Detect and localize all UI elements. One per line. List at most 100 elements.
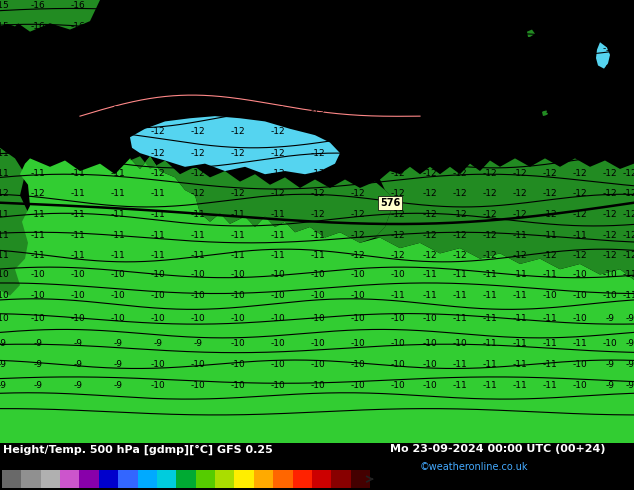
Text: -21: -21 <box>311 1 325 10</box>
Text: -12: -12 <box>151 127 165 137</box>
Text: -13: -13 <box>623 86 634 95</box>
Text: -11: -11 <box>482 315 498 323</box>
Text: -20: -20 <box>391 1 405 10</box>
Text: -12: -12 <box>623 169 634 178</box>
Text: -12: -12 <box>391 189 405 198</box>
Text: -11: -11 <box>70 231 86 240</box>
Text: -13: -13 <box>351 106 365 115</box>
Text: -12: -12 <box>111 106 126 115</box>
Text: -11: -11 <box>513 315 527 323</box>
Text: -10: -10 <box>423 339 437 347</box>
Text: -12: -12 <box>133 489 143 490</box>
Text: -12: -12 <box>453 251 467 260</box>
Text: -12: -12 <box>543 189 557 198</box>
Text: -13: -13 <box>513 106 527 115</box>
Text: -12: -12 <box>151 148 165 158</box>
Bar <box>157 470 176 488</box>
Text: -14: -14 <box>573 65 587 74</box>
Bar <box>351 470 370 488</box>
Text: -10: -10 <box>110 315 126 323</box>
Text: -12: -12 <box>573 210 587 219</box>
Text: -15: -15 <box>70 44 86 53</box>
Text: -10: -10 <box>231 381 245 390</box>
Text: -9: -9 <box>153 339 162 347</box>
Text: -10: -10 <box>70 291 86 300</box>
Text: -18: -18 <box>453 22 467 31</box>
Text: -11: -11 <box>231 251 245 260</box>
Text: -12: -12 <box>351 189 365 198</box>
Text: -16: -16 <box>151 44 165 53</box>
Text: -12: -12 <box>311 169 325 178</box>
Text: -17: -17 <box>231 65 245 74</box>
Polygon shape <box>130 156 395 243</box>
Text: -12: -12 <box>151 169 165 178</box>
Text: -11: -11 <box>70 251 86 260</box>
Text: -12: -12 <box>543 210 557 219</box>
Bar <box>60 470 79 488</box>
Text: -12: -12 <box>70 127 86 137</box>
Text: -11: -11 <box>453 315 467 323</box>
Text: -11: -11 <box>231 210 245 219</box>
Text: -18: -18 <box>151 1 165 10</box>
Text: -14: -14 <box>513 65 527 74</box>
Text: -12: -12 <box>603 210 618 219</box>
Polygon shape <box>0 0 100 32</box>
Text: -16: -16 <box>70 22 86 31</box>
Text: -12: -12 <box>513 127 527 137</box>
Text: -12: -12 <box>623 251 634 260</box>
Text: -12: -12 <box>311 210 325 219</box>
Text: -11: -11 <box>453 360 467 369</box>
Text: -11: -11 <box>482 360 498 369</box>
Text: -12: -12 <box>482 251 497 260</box>
Text: -13: -13 <box>151 106 165 115</box>
Text: -16: -16 <box>151 65 165 74</box>
Text: -9: -9 <box>605 360 614 369</box>
Text: -12: -12 <box>573 169 587 178</box>
Text: -11: -11 <box>423 291 437 300</box>
Text: -11: -11 <box>271 231 285 240</box>
Text: -13: -13 <box>453 86 467 95</box>
Bar <box>22 470 41 488</box>
Text: -12: -12 <box>453 210 467 219</box>
Polygon shape <box>542 110 548 116</box>
Text: -13: -13 <box>623 44 634 53</box>
Text: -15: -15 <box>110 65 126 74</box>
Text: -15: -15 <box>603 44 618 53</box>
Polygon shape <box>0 156 634 443</box>
Text: -48: -48 <box>16 489 27 490</box>
Text: -12: -12 <box>391 210 405 219</box>
Text: -17: -17 <box>231 44 245 53</box>
Bar <box>312 470 331 488</box>
Text: -15: -15 <box>0 22 10 31</box>
Text: -11: -11 <box>191 251 205 260</box>
Text: -12: -12 <box>391 231 405 240</box>
Text: -19: -19 <box>191 22 205 31</box>
Text: 24: 24 <box>250 489 258 490</box>
Text: -13: -13 <box>70 86 86 95</box>
Text: -10: -10 <box>0 315 10 323</box>
Text: -10: -10 <box>603 339 618 347</box>
Text: -12: -12 <box>543 127 557 137</box>
Text: -11: -11 <box>482 270 498 279</box>
Text: -16: -16 <box>482 44 498 53</box>
Text: -19: -19 <box>191 1 205 10</box>
Text: -10: -10 <box>391 360 405 369</box>
Text: -13: -13 <box>423 106 437 115</box>
Bar <box>2 470 22 488</box>
Text: -11: -11 <box>0 127 10 137</box>
Text: -10: -10 <box>351 315 365 323</box>
Text: -10: -10 <box>573 270 587 279</box>
Text: -14: -14 <box>70 65 86 74</box>
Text: -10: -10 <box>151 360 165 369</box>
Text: -11: -11 <box>391 291 405 300</box>
Text: -10: -10 <box>311 381 325 390</box>
Text: -10: -10 <box>191 270 205 279</box>
Text: -12: -12 <box>573 251 587 260</box>
Text: -14: -14 <box>482 65 497 74</box>
Text: -10: -10 <box>70 315 86 323</box>
Text: -11: -11 <box>191 210 205 219</box>
Bar <box>273 470 292 488</box>
Text: -18: -18 <box>271 44 285 53</box>
Text: -9: -9 <box>0 381 6 390</box>
Text: -11: -11 <box>110 251 126 260</box>
